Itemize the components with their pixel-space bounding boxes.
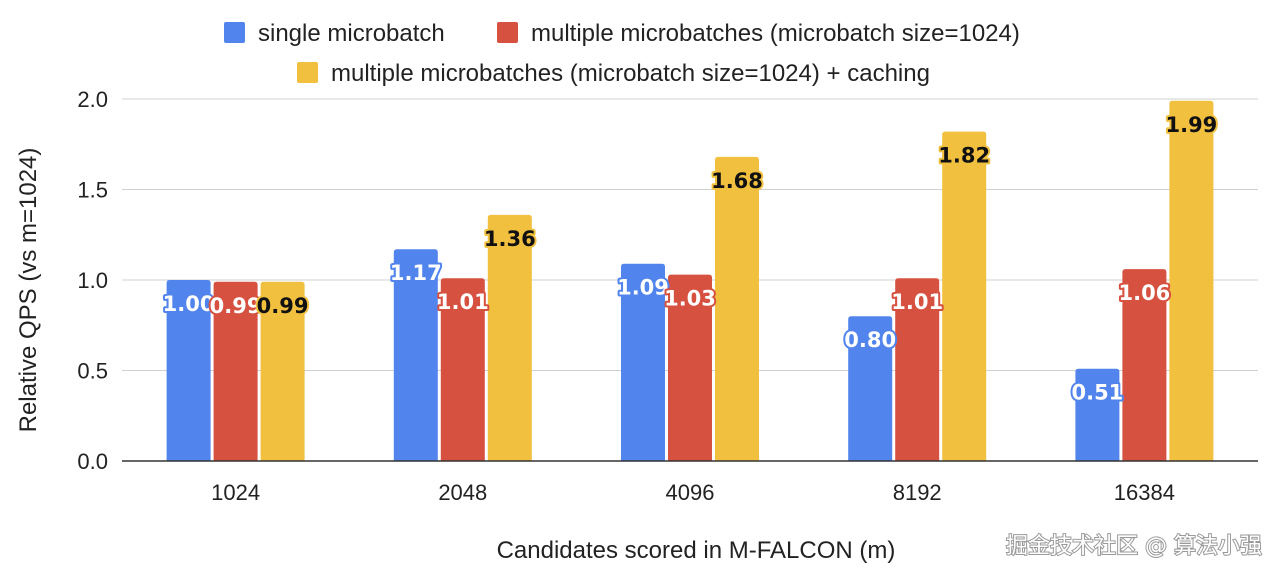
y-axis-title: Relative QPS (vs m=1024) bbox=[15, 148, 42, 433]
bar-2-8192 bbox=[942, 131, 987, 461]
data-label: 1.01 bbox=[891, 290, 943, 314]
legend-label: multiple microbatches (microbatch size=1… bbox=[331, 60, 930, 87]
bar-2-16384 bbox=[1169, 100, 1214, 461]
y-tick-label: 1.5 bbox=[77, 178, 108, 203]
data-label: 1.17 bbox=[390, 261, 442, 285]
data-label: 1.36 bbox=[484, 227, 536, 251]
bar-0-8192 bbox=[848, 316, 893, 461]
bars bbox=[166, 100, 1214, 462]
data-label: 1.01 bbox=[437, 290, 489, 314]
bar-1-16384 bbox=[1122, 269, 1167, 461]
legend-label: single microbatch bbox=[258, 20, 445, 47]
bar-1-2048 bbox=[440, 278, 485, 461]
bar-0-2048 bbox=[393, 249, 438, 461]
data-label: 1.03 bbox=[664, 287, 716, 311]
data-label: 0.80 bbox=[844, 328, 896, 352]
bar-1-4096 bbox=[668, 274, 712, 461]
y-tick-label: 0.5 bbox=[77, 359, 108, 384]
legend: single microbatch multiple microbatches (… bbox=[224, 20, 1020, 87]
y-axis-ticks: 0.0 0.5 1.0 1.5 2.0 bbox=[77, 87, 108, 474]
bar-0-1024 bbox=[166, 280, 211, 461]
data-label: 0.99 bbox=[257, 294, 309, 318]
y-tick-label: 1.0 bbox=[77, 268, 108, 293]
bar-2-1024 bbox=[260, 281, 305, 461]
legend-swatch bbox=[497, 22, 518, 43]
bar-0-16384 bbox=[1075, 368, 1120, 461]
data-labels: 1.000.990.991.171.011.361.091.031.680.80… bbox=[161, 111, 1220, 407]
data-label: 1.06 bbox=[1118, 281, 1170, 305]
x-tick-label: 4096 bbox=[666, 480, 715, 505]
x-tick-label: 2048 bbox=[438, 480, 487, 505]
bar-1-1024 bbox=[213, 281, 258, 461]
bar-2-2048 bbox=[487, 214, 532, 461]
x-tick-label: 1024 bbox=[211, 480, 260, 505]
y-tick-label: 2.0 bbox=[77, 87, 108, 112]
data-label: 1.09 bbox=[617, 276, 669, 300]
x-axis-ticks: 1024 2048 4096 8192 16384 bbox=[211, 480, 1175, 505]
data-label: 1.99 bbox=[1165, 113, 1217, 137]
data-label: 1.00 bbox=[163, 292, 215, 316]
x-tick-label: 16384 bbox=[1114, 480, 1175, 505]
data-label: 1.68 bbox=[711, 169, 763, 193]
bar-1-8192 bbox=[895, 278, 940, 461]
legend-label: multiple microbatches (microbatch size=1… bbox=[531, 20, 1020, 47]
x-tick-label: 8192 bbox=[893, 480, 942, 505]
data-label: 1.82 bbox=[938, 144, 990, 168]
x-axis-title: Candidates scored in M-FALCON (m) bbox=[497, 537, 896, 564]
bar-2-4096 bbox=[715, 156, 759, 462]
y-tick-label: 0.0 bbox=[77, 449, 108, 474]
data-label: 0.51 bbox=[1071, 381, 1123, 405]
data-label: 0.99 bbox=[210, 294, 262, 318]
legend-swatch bbox=[224, 22, 245, 43]
bar-0-4096 bbox=[621, 263, 665, 461]
watermark-text: 掘金技术社区 @ 算法小强 bbox=[1006, 534, 1262, 559]
legend-swatch bbox=[297, 62, 318, 83]
